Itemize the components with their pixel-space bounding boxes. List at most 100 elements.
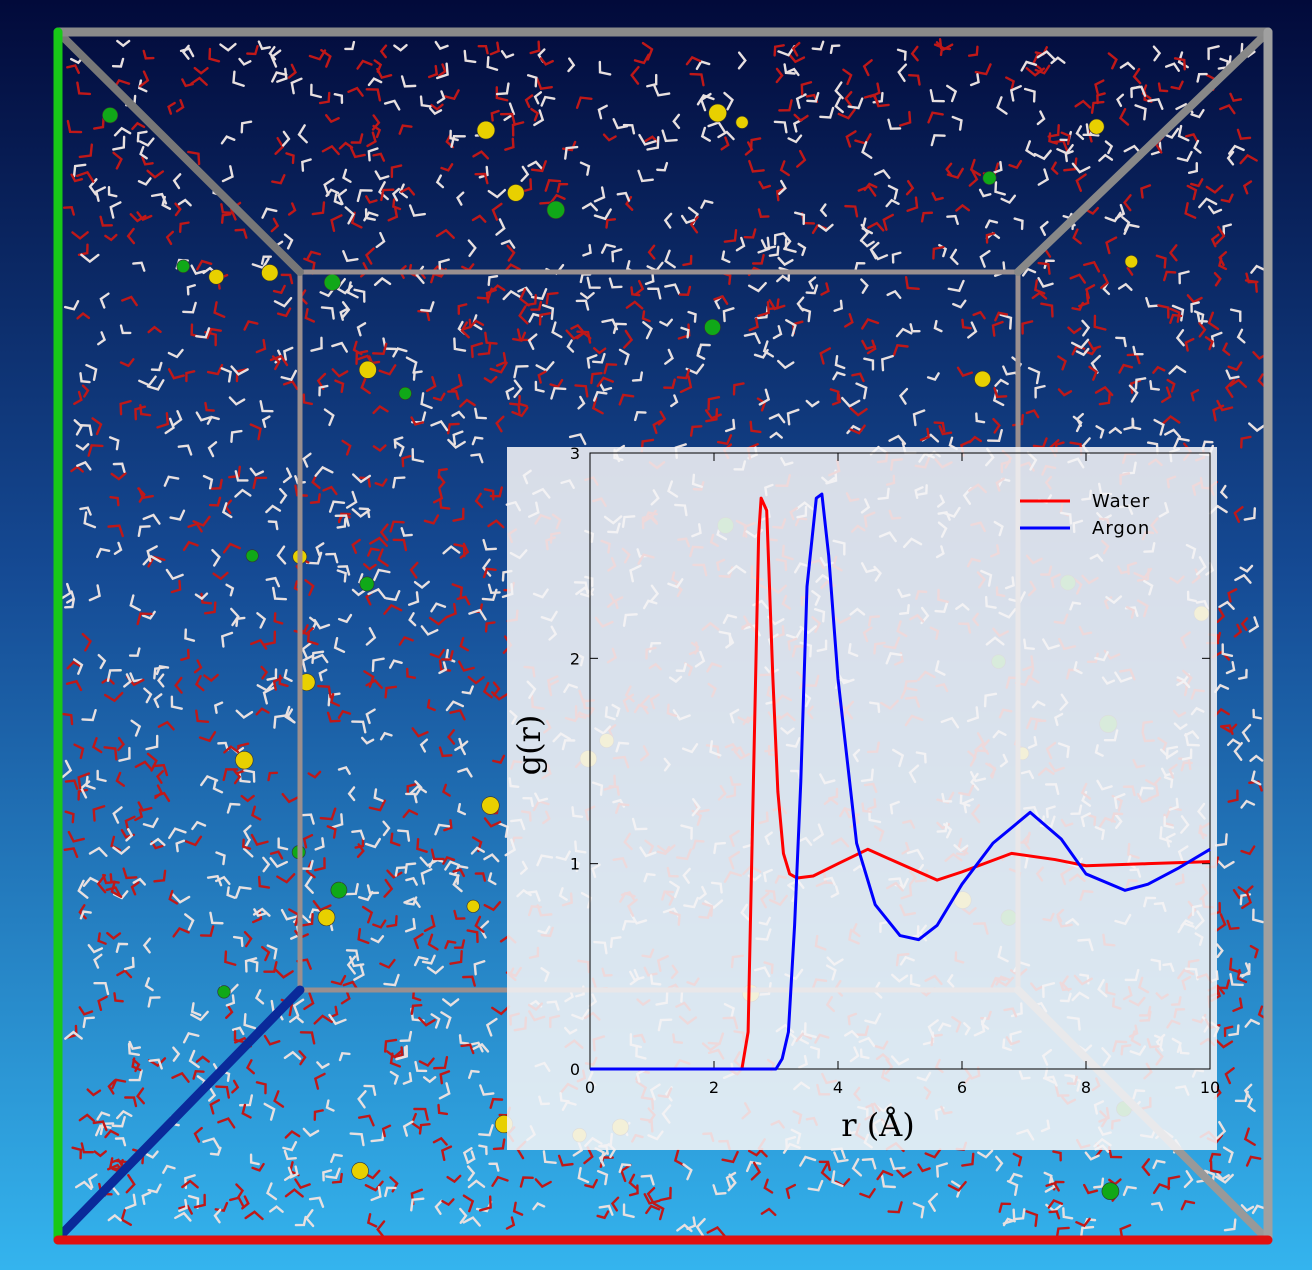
water-molecule <box>358 890 374 902</box>
water-molecule <box>379 523 389 542</box>
water-molecule <box>364 247 375 265</box>
water-molecule <box>116 969 133 979</box>
water-molecule <box>1045 1181 1060 1192</box>
water-molecule <box>459 740 469 756</box>
water-molecule <box>1176 150 1193 163</box>
water-molecule <box>357 928 370 945</box>
water-molecule <box>228 465 241 479</box>
water-molecule <box>119 358 135 368</box>
water-molecule <box>904 275 920 291</box>
water-molecule <box>129 594 141 612</box>
water-molecule <box>969 158 982 177</box>
water-molecule <box>386 869 403 879</box>
water-molecule <box>678 285 692 296</box>
water-molecule <box>873 95 890 108</box>
water-molecule <box>862 59 873 77</box>
water-molecule <box>1223 1025 1234 1038</box>
water-molecule <box>282 130 291 147</box>
water-molecule <box>1060 131 1071 146</box>
water-molecule <box>670 394 679 408</box>
water-molecule <box>529 40 541 55</box>
water-molecule <box>331 341 349 353</box>
water-molecule <box>1233 623 1243 638</box>
x-tick-label: 6 <box>957 1078 967 1097</box>
water-molecule <box>898 387 909 405</box>
water-molecule <box>372 405 389 415</box>
water-molecule <box>1218 251 1228 267</box>
water-molecule <box>806 91 820 103</box>
water-molecule <box>453 909 466 920</box>
water-molecule <box>1257 373 1266 388</box>
water-molecule <box>257 875 271 889</box>
water-molecule <box>409 561 419 579</box>
water-molecule <box>876 1169 894 1181</box>
water-molecule <box>891 251 902 264</box>
water-molecule <box>430 1013 441 1029</box>
water-molecule <box>405 356 418 374</box>
water-molecule <box>1118 108 1130 126</box>
water-molecule <box>113 992 124 1003</box>
water-molecule <box>581 202 599 212</box>
water-molecule <box>266 668 278 681</box>
water-molecule <box>294 484 309 497</box>
water-molecule <box>387 206 399 222</box>
water-molecule <box>337 512 351 524</box>
water-molecule <box>1198 197 1218 209</box>
water-molecule <box>482 567 497 579</box>
water-molecule <box>849 407 868 417</box>
water-molecule <box>107 186 118 198</box>
water-molecule <box>992 417 1001 434</box>
water-molecule <box>663 212 673 229</box>
water-molecule <box>1217 979 1230 990</box>
water-molecule <box>323 408 335 427</box>
water-molecule <box>375 231 386 249</box>
water-molecule <box>1043 259 1055 269</box>
water-molecule <box>442 998 460 1007</box>
water-molecule <box>769 431 783 439</box>
water-molecule <box>526 74 538 88</box>
water-molecule <box>330 693 340 707</box>
water-molecule <box>402 1120 414 1137</box>
water-molecule <box>1232 997 1243 1013</box>
water-molecule <box>276 307 292 318</box>
chart-panel <box>507 447 1217 1150</box>
water-molecule <box>137 177 152 186</box>
water-molecule <box>819 203 828 217</box>
water-molecule <box>194 592 209 601</box>
water-molecule <box>630 65 640 85</box>
water-molecule <box>775 67 784 84</box>
water-molecule <box>288 1015 304 1024</box>
water-molecule <box>78 143 94 159</box>
water-molecule <box>896 1169 912 1179</box>
water-molecule <box>1196 312 1208 323</box>
water-molecule <box>481 558 492 577</box>
water-molecule <box>599 382 613 392</box>
water-molecule <box>381 1124 392 1138</box>
water-molecule <box>438 661 448 675</box>
water-molecule <box>402 808 419 819</box>
water-molecule <box>67 830 85 843</box>
water-molecule <box>252 909 263 924</box>
water-molecule <box>366 131 377 148</box>
water-molecule <box>344 40 356 51</box>
water-molecule <box>863 357 875 371</box>
water-molecule <box>1021 267 1037 277</box>
water-molecule <box>530 160 547 173</box>
water-molecule <box>477 45 489 55</box>
water-molecule <box>586 276 601 289</box>
water-molecule <box>1169 313 1183 324</box>
water-molecule <box>190 76 208 86</box>
water-molecule <box>618 348 630 366</box>
water-molecule <box>251 1162 265 1172</box>
water-molecule <box>565 329 585 341</box>
y-tick-label: 3 <box>570 444 580 463</box>
water-molecule <box>305 861 316 879</box>
water-molecule <box>793 211 806 226</box>
water-molecule <box>500 50 515 59</box>
water-molecule <box>534 1178 552 1189</box>
water-molecule <box>456 191 465 206</box>
water-molecule <box>952 299 967 309</box>
water-molecule <box>215 851 226 866</box>
water-molecule <box>322 1169 333 1182</box>
water-molecule <box>260 255 273 265</box>
